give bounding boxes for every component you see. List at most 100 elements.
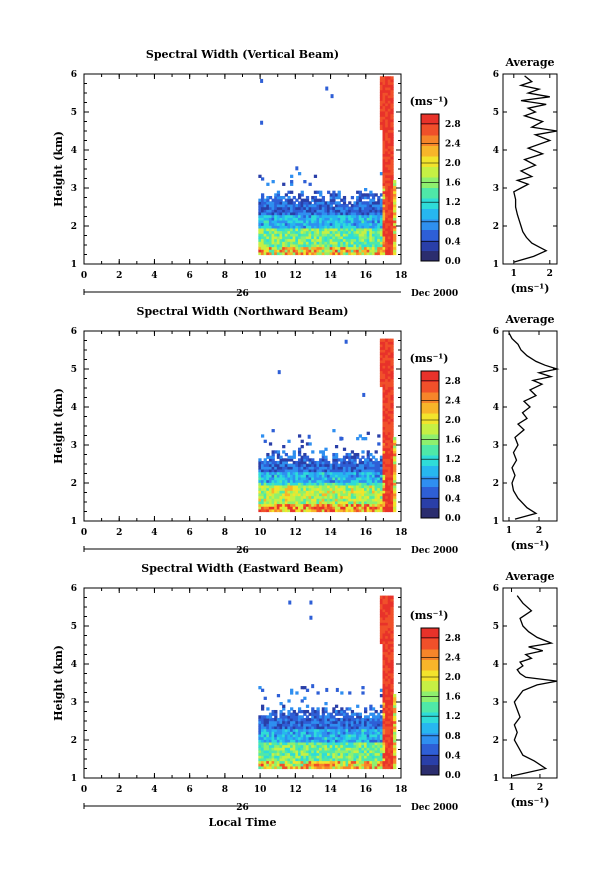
heatmap-cell — [385, 206, 389, 210]
heatmap-cell — [308, 495, 312, 499]
heatmap-cell — [379, 717, 384, 722]
heatmap-cell — [297, 241, 302, 245]
heatmap-cell — [390, 180, 394, 184]
heatmap-cell — [379, 728, 384, 732]
heatmap-cell — [287, 466, 291, 470]
heatmap-cell — [287, 720, 291, 724]
heatmap-cell — [332, 757, 336, 762]
profile-y-tick-label: 2 — [493, 222, 499, 232]
heatmap-cell — [382, 731, 386, 735]
heatmap-cell — [295, 755, 299, 759]
heatmap-cell — [350, 203, 355, 208]
heatmap-cell — [321, 508, 325, 513]
heatmap-cell — [337, 709, 341, 714]
heatmap-cell — [382, 500, 386, 505]
profile-y-tick-label: 2 — [493, 479, 499, 489]
heatmap-cell — [297, 506, 302, 510]
heatmap-cell — [305, 490, 310, 494]
colorbar-swatch — [421, 444, 439, 456]
heatmap-cell — [382, 219, 386, 224]
heatmap-cell — [260, 490, 265, 494]
heatmap-cell — [377, 490, 381, 494]
heatmap-cell — [377, 712, 381, 716]
heatmap-cell — [377, 201, 381, 205]
heatmap-cell — [279, 238, 283, 242]
heatmap-cell — [282, 233, 286, 237]
heatmap-cell — [316, 482, 320, 486]
heatmap-cell — [324, 487, 328, 491]
heatmap-cell — [276, 233, 281, 237]
heatmap-cell — [361, 479, 365, 483]
heatmap-cell — [313, 490, 318, 494]
heatmap-cell — [364, 508, 368, 513]
heatmap-cell — [393, 452, 397, 457]
heatmap-cell — [345, 487, 349, 491]
heatmap-cell — [332, 195, 336, 200]
heatmap-cell — [342, 458, 347, 462]
heatmap-cell — [287, 474, 291, 478]
heatmap-cell — [356, 222, 360, 226]
heatmap-cell — [290, 198, 294, 202]
heatmap-cell — [321, 744, 325, 748]
heatmap-cell — [382, 203, 386, 208]
heatmap-cell — [374, 233, 378, 237]
heatmap-cell — [390, 121, 394, 125]
heatmap-cell — [390, 161, 394, 165]
heatmap-cell — [387, 389, 392, 393]
heatmap-cell — [327, 203, 331, 208]
heatmap-cell — [287, 458, 291, 462]
heatmap-cell — [350, 725, 355, 730]
heatmap-cell — [263, 246, 267, 250]
heatmap-cell — [387, 243, 392, 248]
heatmap-cell — [340, 712, 344, 716]
heatmap-cell — [382, 468, 386, 473]
heatmap-cell — [263, 755, 267, 759]
heatmap-cell — [390, 696, 394, 700]
heatmap-cell — [295, 251, 299, 256]
heatmap-cell — [382, 635, 386, 639]
heatmap-cell — [337, 500, 341, 505]
heatmap-cell — [340, 246, 344, 250]
heatmap-cell — [303, 712, 307, 716]
heatmap-cell — [361, 209, 365, 213]
heatmap-cell — [393, 709, 397, 714]
heatmap-cell — [263, 725, 267, 730]
heatmap-cell — [374, 460, 378, 465]
heatmap-cell — [279, 709, 283, 714]
heatmap-cell — [387, 110, 392, 115]
heatmap-cell — [364, 235, 368, 240]
heatmap-cell — [361, 217, 365, 221]
heatmap-cell — [364, 487, 368, 491]
heatmap-cell — [327, 757, 331, 762]
heatmap-cell — [353, 755, 357, 759]
heatmap-cell — [364, 720, 368, 724]
heatmap-cell — [319, 206, 323, 210]
heatmap-cell — [379, 124, 384, 128]
heatmap-cell — [290, 222, 294, 226]
heatmap-cell — [379, 619, 384, 623]
heatmap-cell — [268, 498, 273, 502]
heatmap-cell — [379, 709, 384, 714]
heatmap-cell — [282, 482, 286, 486]
heatmap-cell — [390, 164, 394, 168]
heatmap-cell — [311, 741, 315, 746]
heatmap-cell — [385, 471, 389, 475]
heatmap-cell — [311, 492, 315, 497]
heatmap-cell — [300, 206, 304, 210]
heatmap-cell — [337, 463, 341, 467]
heatmap-cell — [390, 113, 394, 117]
heatmap-cell — [374, 474, 378, 478]
heatmap-cell — [382, 651, 386, 655]
heatmap-cell — [393, 696, 397, 700]
heatmap-cell — [387, 211, 392, 216]
heatmap-cell — [324, 717, 328, 722]
heatmap-cell — [371, 508, 376, 513]
heatmap-cell — [295, 498, 299, 502]
heatmap-cell — [377, 225, 381, 229]
heatmap-cell — [337, 755, 341, 759]
heatmap-cell — [258, 503, 262, 507]
heatmap-cell — [377, 211, 381, 216]
heatmap-cell — [377, 492, 381, 497]
heatmap-cell — [385, 381, 389, 385]
heatmap-cell — [334, 203, 339, 208]
